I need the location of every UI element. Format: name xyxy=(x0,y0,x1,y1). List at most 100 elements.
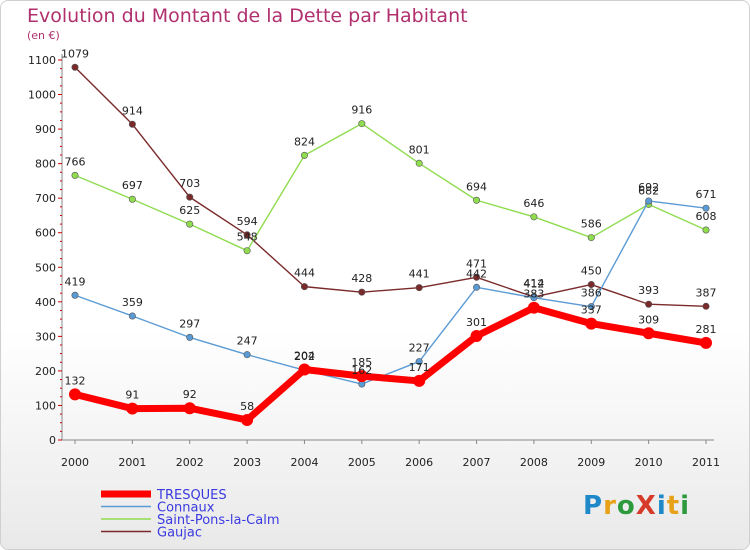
data-label: 697 xyxy=(122,179,143,192)
data-label: 671 xyxy=(696,188,717,201)
x-tick-label: 2009 xyxy=(577,456,605,469)
data-label: 204 xyxy=(294,350,315,363)
data-point xyxy=(128,195,136,203)
data-point xyxy=(300,283,308,291)
data-point xyxy=(587,303,595,311)
data-label: 703 xyxy=(179,177,200,190)
y-tick-label: 100 xyxy=(35,399,56,412)
data-label: 471 xyxy=(466,257,487,270)
logo-letter: X xyxy=(635,491,657,521)
y-tick-label: 0 xyxy=(49,434,56,447)
data-label: 132 xyxy=(65,374,86,387)
data-label: 412 xyxy=(523,278,544,291)
data-point xyxy=(183,402,196,415)
data-point xyxy=(700,336,712,349)
data-label: 548 xyxy=(237,231,258,244)
data-point xyxy=(300,151,308,159)
data-point xyxy=(642,327,655,340)
data-point xyxy=(702,226,710,234)
y-tick-label: 900 xyxy=(35,123,56,136)
chart-title: Evolution du Montant de la Dette par Hab… xyxy=(27,5,468,27)
x-tick-label: 2002 xyxy=(176,456,204,469)
data-point xyxy=(358,120,366,128)
x-tick-label: 2005 xyxy=(348,456,376,469)
data-label: 682 xyxy=(638,184,659,197)
proxiti-logo: ProXiti xyxy=(583,491,690,521)
y-tick-label: 400 xyxy=(35,296,56,309)
x-tick-label: 2010 xyxy=(635,456,663,469)
data-point xyxy=(71,171,79,179)
x-tick-label: 2011 xyxy=(692,456,720,469)
y-tick-label: 300 xyxy=(35,330,56,343)
data-point xyxy=(702,302,710,310)
data-point xyxy=(126,402,139,415)
logo-letter: t xyxy=(666,491,681,521)
data-point xyxy=(298,363,311,376)
data-label: 1079 xyxy=(61,47,89,60)
legend-label: TRESQUES xyxy=(156,488,227,503)
data-point xyxy=(241,413,254,426)
data-label: 171 xyxy=(409,361,430,374)
data-label: 393 xyxy=(638,284,659,297)
data-point xyxy=(128,120,136,128)
data-point xyxy=(473,196,481,204)
x-tick-label: 2001 xyxy=(118,456,146,469)
data-label: 824 xyxy=(294,135,315,148)
data-label: 646 xyxy=(523,197,544,210)
data-label: 625 xyxy=(179,204,200,217)
data-point xyxy=(473,283,481,291)
data-label: 337 xyxy=(581,304,602,317)
data-point xyxy=(128,312,136,320)
data-point xyxy=(355,370,368,383)
data-point xyxy=(186,220,194,228)
data-label: 444 xyxy=(294,267,315,280)
data-label: 586 xyxy=(581,218,602,231)
data-point xyxy=(585,317,598,330)
data-point xyxy=(413,374,426,387)
data-point xyxy=(473,273,481,281)
data-label: 608 xyxy=(696,210,717,223)
logo-letter: o xyxy=(616,491,636,521)
data-point xyxy=(530,294,538,302)
data-point xyxy=(415,284,423,292)
data-point xyxy=(530,213,538,221)
series-line-tresques xyxy=(71,304,710,424)
legend-label: Connaux xyxy=(157,501,215,516)
data-point xyxy=(527,301,540,314)
logo-letter: P xyxy=(583,491,604,521)
data-point xyxy=(702,204,710,212)
data-label: 91 xyxy=(125,389,139,402)
data-point xyxy=(415,159,423,167)
data-point xyxy=(186,193,194,201)
y-tick-label: 1100 xyxy=(28,54,56,67)
data-point xyxy=(186,333,194,341)
x-tick-label: 2004 xyxy=(290,456,318,469)
chart-subtitle: (en €) xyxy=(27,29,60,42)
logo-letter: r xyxy=(603,491,617,521)
data-point xyxy=(645,300,653,308)
y-tick-label: 1000 xyxy=(28,89,56,102)
legend-label: Saint-Pons-la-Calm xyxy=(157,513,279,528)
x-tick-label: 2007 xyxy=(463,456,491,469)
x-tick-label: 2003 xyxy=(233,456,261,469)
data-label: 442 xyxy=(466,267,487,280)
data-label: 414 xyxy=(523,277,544,290)
data-label: 692 xyxy=(638,181,659,194)
data-label: 162 xyxy=(351,364,372,377)
y-tick-label: 500 xyxy=(35,261,56,274)
data-label: 185 xyxy=(351,356,372,369)
data-label: 387 xyxy=(696,286,717,299)
data-point xyxy=(243,351,251,359)
data-label: 594 xyxy=(237,215,258,228)
data-point xyxy=(71,63,79,71)
data-point xyxy=(71,291,79,299)
x-tick-label: 2000 xyxy=(61,456,89,469)
logo-letter: i xyxy=(656,491,667,521)
data-point xyxy=(587,281,595,289)
data-label: 916 xyxy=(351,104,372,117)
y-tick-label: 800 xyxy=(35,158,56,171)
data-label: 202 xyxy=(294,350,315,363)
data-label: 383 xyxy=(523,288,544,301)
